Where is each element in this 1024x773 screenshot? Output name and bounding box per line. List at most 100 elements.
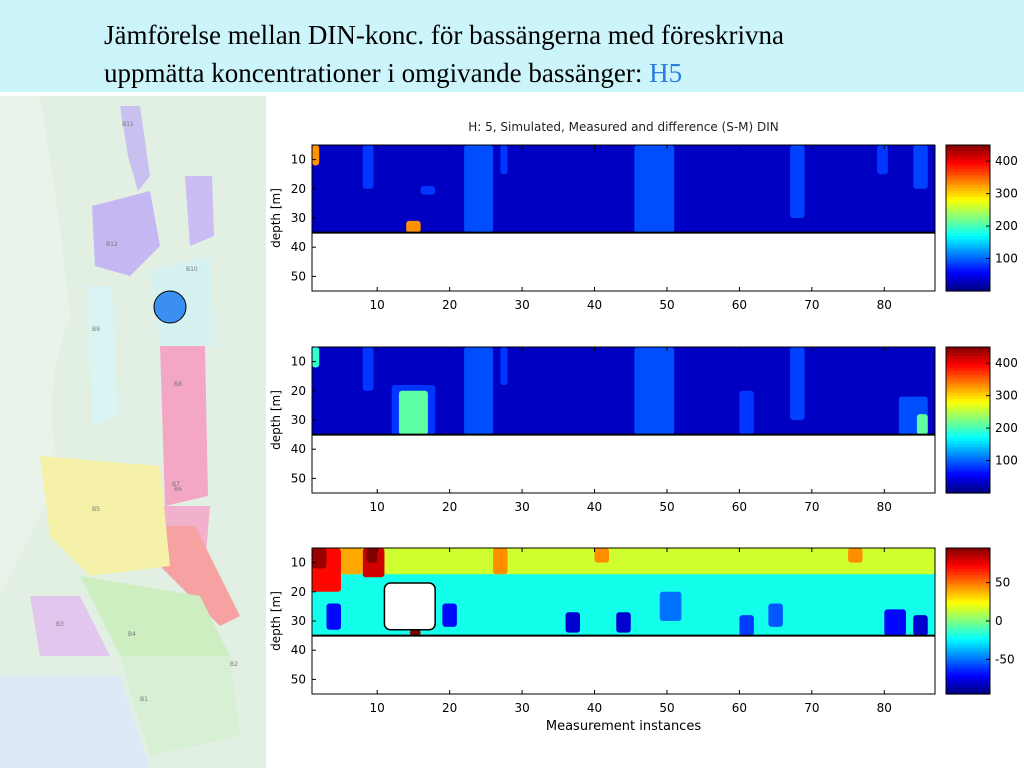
panel-2-colorbar-segment-9 — [946, 371, 990, 375]
panel-3-colorbar-segment-36 — [946, 654, 990, 659]
panel-1-chart-title: H: 5, Simulated, Measured and difference… — [468, 120, 779, 134]
panel-2-contour-region-4 — [398, 390, 428, 435]
panel-3-colorbar-segment-12 — [946, 581, 990, 586]
panel-1-contour-region-6 — [790, 145, 805, 218]
charts-area: H: 5, Simulated, Measured and difference… — [266, 96, 1024, 773]
panel-1-colorbar-segment-42 — [946, 269, 990, 274]
panel-2-x-tick-label-40: 40 — [587, 500, 602, 514]
panel-3-colorbar-segment-28 — [946, 630, 990, 634]
map-region-b11 — [185, 176, 214, 246]
panel-3-colorbar-segment-34 — [946, 648, 990, 653]
panel-2-colorbar-segment-12 — [946, 380, 990, 385]
panel-3-colorbar-segment-18 — [946, 599, 990, 604]
panel-3-colorbar-segment-23 — [946, 614, 990, 619]
panel-3-colorbar-segment-45 — [946, 681, 990, 686]
panel-2-colorbar-segment-8 — [946, 368, 990, 372]
panel-2-y-tick-label-10: 10 — [291, 355, 306, 369]
map-label-0: B11 — [122, 121, 134, 128]
panel-1-colorbar-segment-27 — [946, 224, 990, 228]
panel-2-colorbar-segment-23 — [946, 413, 990, 418]
map-region-b8 — [160, 346, 208, 506]
panel-2-colorbar-segment-15 — [946, 389, 990, 394]
panel-2-colorbar-tick-label-200: 200 — [995, 421, 1018, 435]
panel-3-y-tick-label-50: 50 — [291, 672, 306, 686]
panel-3-colorbar-segment-37 — [946, 657, 990, 662]
panel-1-colorbar-segment-10 — [946, 172, 990, 177]
panel-2-y-tick-label-20: 20 — [291, 384, 306, 398]
panel-1-x-tick-label-40: 40 — [587, 298, 602, 312]
panel-2-contour-region-1 — [312, 347, 320, 368]
din-contour-figure: H: 5, Simulated, Measured and difference… — [269, 120, 1018, 734]
panel-3-contour-region-8 — [594, 548, 610, 563]
panel-2-colorbar-segment-2 — [946, 350, 990, 354]
panel-2-colorbar-segment-28 — [946, 429, 990, 433]
map-region-b2 — [120, 656, 240, 756]
panel-2-colorbar-segment-13 — [946, 383, 990, 388]
panel-1-colorbar-segment-25 — [946, 218, 990, 222]
panel-1-contour-region-5 — [634, 145, 675, 233]
panel-2-colorbar-segment-24 — [946, 416, 990, 421]
panel-2-colorbar-segment-21 — [946, 407, 990, 412]
panel-1-colorbar-segment-46 — [946, 281, 990, 286]
panel-1-y-tick-label-20: 20 — [291, 182, 306, 196]
location-marker — [153, 290, 187, 324]
panel-3-colorbar-segment-31 — [946, 639, 990, 643]
panel-1-y-axis-label: depth [m] — [269, 188, 283, 248]
panel-1-colorbar-segment-31 — [946, 236, 990, 240]
panel-2-x-tick-label-20: 20 — [442, 500, 457, 514]
panel-2-colorbar-segment-33 — [946, 444, 990, 448]
panel-1-colorbar-segment-16 — [946, 190, 990, 195]
panel-3-colorbar-segment-22 — [946, 611, 990, 616]
map-label-10: B2 — [230, 661, 238, 668]
panel-1-colorbar-tick-label-100: 100 — [995, 252, 1018, 266]
panel-1-colorbar-segment-23 — [946, 211, 990, 216]
panel-3-contour-region-6 — [340, 548, 363, 575]
panel-3-colorbar-segment-4 — [946, 557, 990, 561]
panel-1-water-background — [312, 145, 935, 233]
panel-2-x-tick-label-80: 80 — [877, 500, 892, 514]
panel-2-x-tick-label-30: 30 — [514, 500, 529, 514]
panel-2-colorbar-segment-26 — [946, 423, 990, 427]
panel-3-colorbar-segment-42 — [946, 672, 990, 677]
panel-2-colorbar-frame — [945, 346, 991, 494]
panel-2-colorbar-tick-label-100: 100 — [995, 454, 1018, 468]
panel-3-x-tick-label-50: 50 — [659, 701, 674, 715]
panel-3-colorbar-segment-30 — [946, 636, 990, 640]
panel-1-colorbar-segment-8 — [946, 166, 990, 170]
panel-3-colorbar-tick-label-50: 50 — [995, 576, 1010, 590]
panel-3-contour-region-1 — [312, 548, 935, 575]
panel-2-y-tick-label-40: 40 — [291, 442, 306, 456]
panel-2-contour-region-5 — [464, 347, 494, 435]
panel-3-contour-region-10 — [326, 603, 341, 630]
panel-1-colorbar-segment-34 — [946, 245, 990, 250]
panel-2-colorbar-segment-10 — [946, 374, 990, 379]
panel-1-colorbar-segment-26 — [946, 221, 990, 225]
panel-2-colorbar-segment-6 — [946, 362, 990, 366]
panel-2-colorbar-segment-5 — [946, 359, 990, 363]
map-label-9: B3 — [56, 621, 64, 628]
map-label-8: B4 — [128, 631, 136, 638]
panel-3-y-tick-label-20: 20 — [291, 585, 306, 599]
panel-2-colorbar-segment-43 — [946, 474, 990, 479]
panel-2-colorbar-segment-39 — [946, 462, 990, 467]
panel-1-colorbar-segment-2 — [946, 148, 990, 152]
panel-1-colorbar-segment-4 — [946, 154, 990, 158]
panel-2-contour-region-8 — [739, 390, 754, 435]
panel-1-colorbar-segment-30 — [946, 233, 990, 237]
panel-1-colorbar-segment-43 — [946, 272, 990, 277]
panel-3-colorbar-segment-9 — [946, 572, 990, 576]
map-region-b1 — [0, 676, 150, 768]
panel-2-colorbar-segment-25 — [946, 420, 990, 424]
panel-2-colorbar-segment-42 — [946, 471, 990, 476]
panel-2-colorbar-segment-20 — [946, 404, 990, 409]
panel-3-colorbar-segment-41 — [946, 669, 990, 674]
panel-1-contour-region-9 — [420, 185, 436, 195]
map-label-6: B6 — [174, 486, 182, 493]
basin-map-graphic: B11 B12 B10 B9 B8 B7 B6 B5 B4 B3 B2 B1 — [0, 96, 266, 768]
panel-1-colorbar-segment-1 — [946, 145, 990, 149]
panel-3-contour-region-19 — [409, 629, 421, 636]
panel-1-y-tick-label-30: 30 — [291, 211, 306, 225]
panel-1-x-tick-label-70: 70 — [804, 298, 819, 312]
panel-2-colorbar-tick-label-300: 300 — [995, 389, 1018, 403]
panel-1-x-tick-label-30: 30 — [514, 298, 529, 312]
